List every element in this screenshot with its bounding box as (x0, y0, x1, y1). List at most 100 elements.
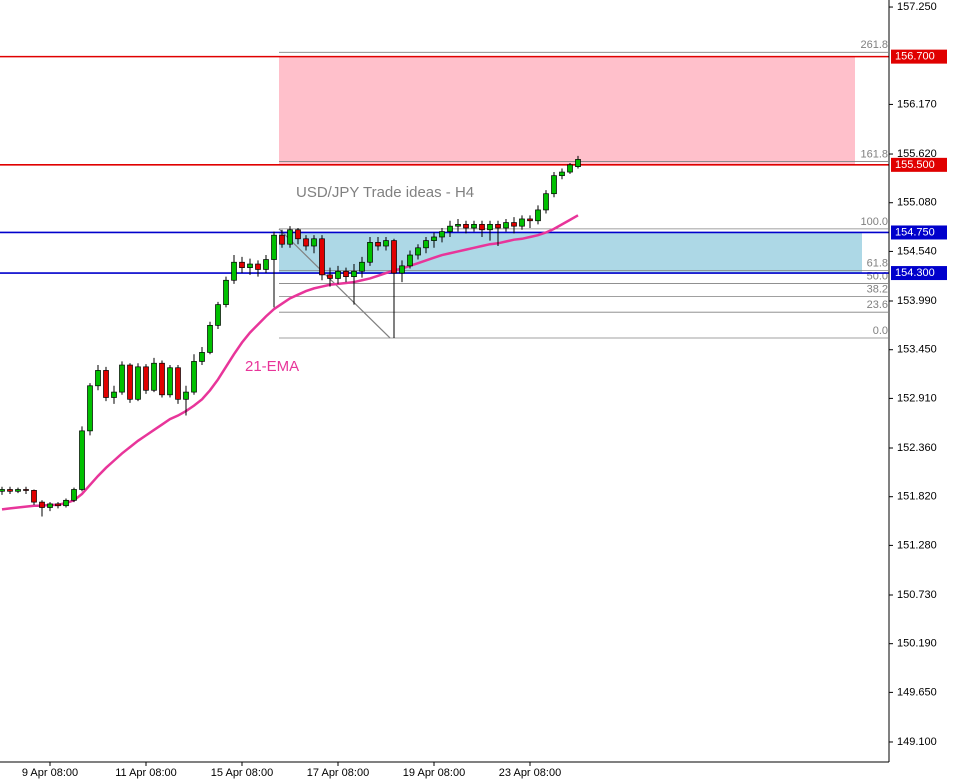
candle-body (447, 225, 453, 232)
candle-body (247, 263, 253, 268)
candle-body (359, 261, 365, 272)
candle-body (63, 499, 69, 507)
candle-body (543, 193, 549, 211)
candle-body (439, 231, 445, 238)
candle-body (535, 209, 541, 222)
y-tick-label: 153.990 (897, 295, 937, 307)
candle-body (415, 247, 421, 256)
level-label: 154.300 (895, 267, 935, 279)
candle-body (319, 238, 325, 276)
candle-body (135, 366, 141, 400)
x-tick-label: 17 Apr 08:00 (307, 767, 369, 779)
candle-body (215, 304, 221, 326)
candle-body (391, 240, 397, 274)
y-tick-label: 155.620 (897, 148, 937, 160)
candle-body (119, 364, 125, 393)
zone (279, 232, 862, 274)
candle-body (295, 229, 301, 240)
candle-body (303, 238, 309, 247)
candle-body (487, 224, 493, 231)
y-tick-label: 152.360 (897, 442, 937, 454)
candle-body (0, 489, 5, 492)
ema-line (1, 214, 579, 511)
y-tick-label: 150.730 (897, 589, 937, 601)
fib-label: 50.0 (867, 270, 888, 282)
candle-body (423, 240, 429, 249)
candle-body (207, 325, 213, 353)
candle-body (327, 274, 333, 279)
candle-body (463, 224, 469, 229)
zones: 261.8 161.8 100.0 61.850.038.2 23.6 0.0 (278, 39, 888, 339)
candle-body (383, 240, 389, 247)
candle-body (407, 254, 413, 267)
fib-label: 100.0 (860, 216, 888, 228)
candle-body (287, 229, 293, 245)
level-tag (891, 225, 947, 240)
candle-body (103, 370, 109, 398)
level-label: 155.500 (895, 159, 935, 171)
y-tick-label: 154.540 (897, 245, 937, 257)
y-tick-label: 151.280 (897, 539, 937, 551)
candle-body (335, 270, 341, 279)
candle-body (527, 218, 533, 222)
candle-body (183, 391, 189, 400)
candle-body (79, 430, 85, 490)
fib-label: 38.2 (867, 283, 888, 295)
y-tick-label: 155.080 (897, 197, 937, 209)
y-tick-label: 149.650 (897, 686, 937, 698)
candle-body (167, 367, 173, 396)
candle-body (159, 362, 165, 396)
candle-body (95, 370, 101, 387)
candle-body (567, 164, 573, 173)
candle-body (343, 270, 349, 278)
y-tick-label: 151.820 (897, 491, 937, 503)
candle-body (191, 361, 197, 393)
candle-body (223, 279, 229, 305)
candle-body (31, 490, 37, 503)
candle-body (55, 503, 61, 507)
fib-label: 23.6 (867, 299, 888, 311)
candle-body (175, 367, 181, 400)
candle-body (519, 218, 525, 227)
candle-body (23, 489, 29, 491)
candle-body (559, 171, 565, 177)
candle-body (351, 270, 357, 278)
candle-body (375, 242, 381, 247)
candle-body (47, 503, 53, 508)
candle-body (471, 224, 477, 229)
candle-body (199, 352, 205, 362)
y-tick-label: 156.170 (897, 98, 937, 110)
candle-body (399, 265, 405, 274)
candle-body (255, 263, 261, 270)
candle-body (279, 234, 285, 245)
candle-body (71, 489, 77, 501)
level-label: 156.700 (895, 51, 935, 63)
fib-label: 161.8 (860, 148, 888, 160)
x-tick-label: 9 Apr 08:00 (22, 767, 78, 779)
chart-title: USD/JPY Trade ideas - H4 (296, 184, 474, 201)
fib-label: 61.8 (867, 257, 888, 269)
candle-body (367, 242, 373, 263)
x-tick-label: 23 Apr 08:00 (499, 767, 561, 779)
candle-body (311, 238, 317, 247)
x-tick-label: 19 Apr 08:00 (403, 767, 465, 779)
candle-body (479, 224, 485, 231)
candle-body (87, 385, 93, 432)
candle-body (239, 261, 245, 268)
x-tick-label: 11 Apr 08:00 (115, 767, 177, 779)
level-tag (891, 157, 947, 172)
candle-body (15, 489, 21, 492)
level-label: 154.750 (895, 226, 935, 238)
candle-body (127, 364, 133, 400)
candle-body (111, 391, 117, 398)
fib-label: 0.0 (873, 325, 888, 337)
candle-body (431, 236, 437, 241)
y-tick-label: 157.250 (897, 1, 937, 13)
plot (0, 55, 889, 517)
fib-label: 261.8 (860, 39, 888, 51)
candle-body (143, 366, 149, 391)
candle-body (511, 222, 517, 227)
level-tag (891, 266, 947, 281)
y-tick-label: 152.910 (897, 392, 937, 404)
